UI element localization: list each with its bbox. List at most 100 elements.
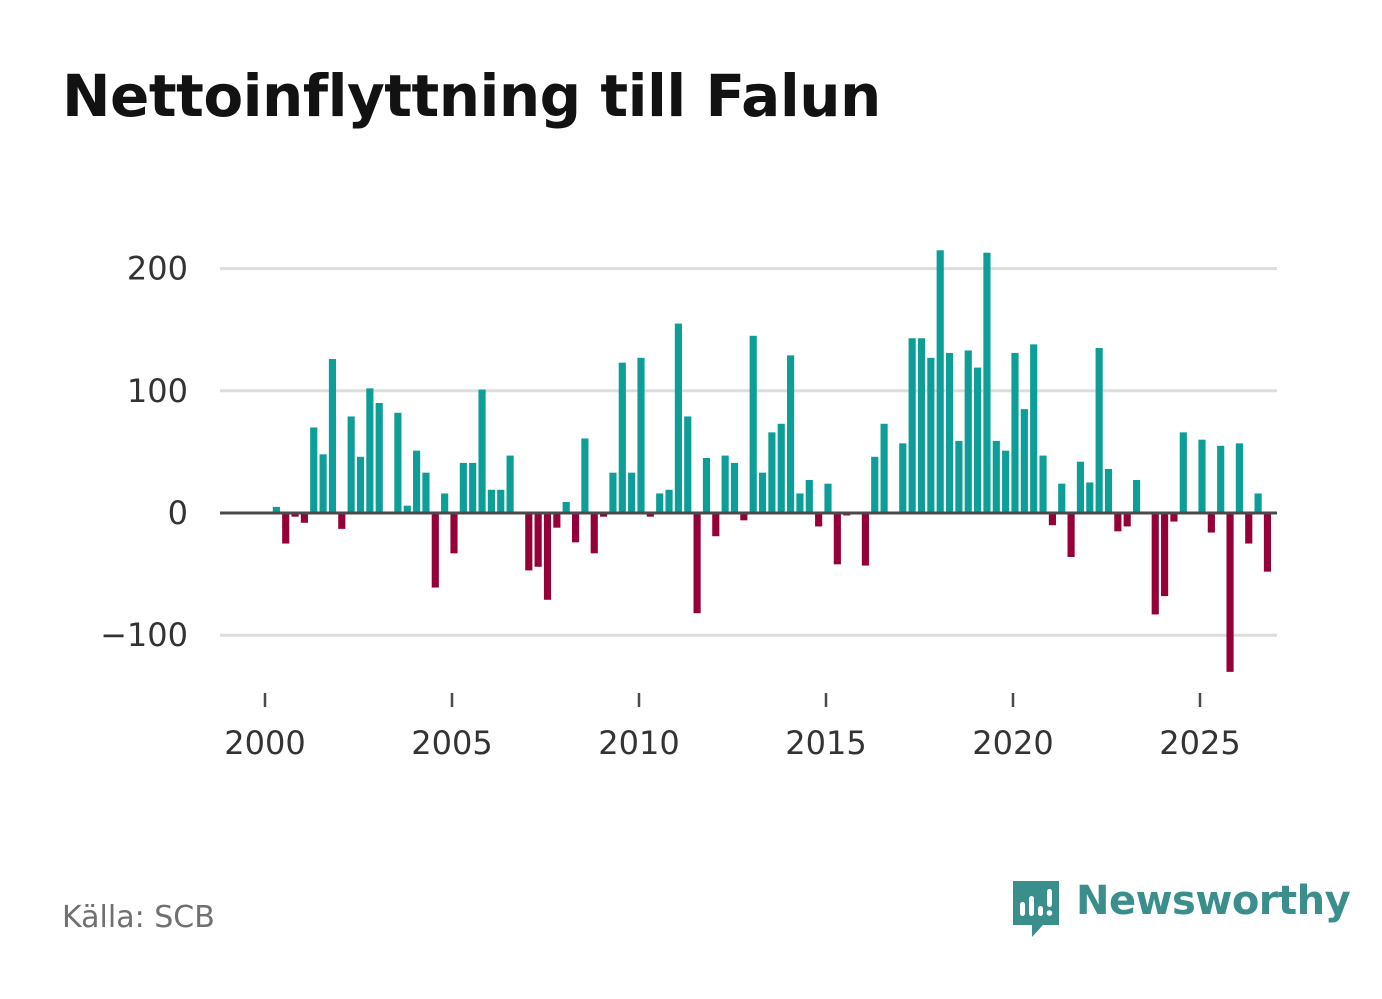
- bar: [777, 423, 785, 513]
- bar: [768, 432, 776, 513]
- bar: [1067, 513, 1075, 557]
- bar: [861, 513, 869, 566]
- bar: [628, 472, 636, 513]
- bar: [1002, 450, 1010, 513]
- bar: [749, 335, 757, 513]
- bar: [375, 403, 383, 513]
- bar: [871, 456, 879, 513]
- y-tick-label: −100: [100, 616, 188, 654]
- bar: [1198, 439, 1206, 513]
- bar: [740, 513, 748, 521]
- bar: [1123, 513, 1131, 527]
- bar: [730, 462, 739, 513]
- brand-name: Newsworthy: [1076, 878, 1351, 924]
- bar: [646, 513, 654, 517]
- bar: [450, 513, 458, 554]
- bar: [618, 362, 626, 513]
- bar: [1151, 513, 1159, 615]
- bar: [487, 489, 495, 513]
- bar: [291, 513, 299, 517]
- x-tick-label: 2005: [411, 724, 492, 762]
- bar: [319, 454, 327, 513]
- bar: [534, 513, 542, 567]
- x-tick-label: 2020: [972, 724, 1053, 762]
- bar: [1011, 352, 1019, 513]
- bar: [1217, 445, 1225, 513]
- bar: [1039, 455, 1047, 513]
- bar: [637, 357, 645, 513]
- bar: [656, 493, 664, 513]
- y-tick-label: 200: [127, 250, 188, 288]
- x-tick-label: 2025: [1159, 724, 1240, 762]
- axes: −100 0 100 200 2000 2005 2010 2015 2020 2025: [100, 250, 1241, 762]
- bar: [469, 462, 477, 513]
- bar: [1161, 513, 1169, 597]
- bar: [983, 252, 991, 513]
- x-tick-label: 2000: [224, 724, 305, 762]
- bar: [787, 355, 795, 513]
- bar: [684, 416, 692, 513]
- bar: [1263, 513, 1272, 572]
- bar: [1104, 469, 1113, 513]
- bar: [815, 513, 823, 527]
- bar: [394, 412, 402, 513]
- brand-logo: Newsworthy: [1010, 878, 1351, 942]
- bar: [1245, 513, 1253, 544]
- bar: [758, 472, 767, 513]
- bar: [674, 323, 682, 513]
- bar: [282, 513, 290, 544]
- bar: [310, 427, 318, 513]
- bar: [506, 455, 514, 513]
- bar: [1207, 513, 1215, 533]
- bar: [431, 513, 439, 588]
- bar: [693, 513, 701, 614]
- bar: [1020, 409, 1028, 513]
- bar: [562, 502, 570, 513]
- bar: [600, 513, 608, 517]
- bar: [1254, 493, 1262, 513]
- bar: [525, 513, 533, 571]
- bar: [422, 472, 430, 513]
- bar: [581, 438, 589, 513]
- bar: [974, 367, 982, 513]
- bar: [300, 513, 308, 523]
- bar: [1114, 513, 1122, 532]
- bar: [824, 483, 832, 513]
- bar: [964, 350, 972, 513]
- bar: [403, 505, 411, 513]
- y-tick-label: 100: [127, 372, 188, 410]
- bar: [796, 493, 804, 513]
- y-tick-label: 0: [168, 494, 188, 532]
- bar: [459, 462, 467, 513]
- bar: [805, 480, 813, 513]
- bar: [1132, 480, 1141, 513]
- bar: [908, 338, 916, 513]
- bar: [272, 506, 280, 513]
- bar: [721, 455, 729, 513]
- bar: [347, 416, 355, 513]
- bar: [1170, 513, 1178, 522]
- bar: [833, 513, 841, 565]
- bar: [590, 513, 598, 554]
- bar: [702, 458, 711, 513]
- bar: [356, 456, 365, 513]
- bar: [936, 250, 944, 513]
- bar: [1048, 513, 1056, 526]
- bar: [1086, 482, 1094, 513]
- bar: [543, 513, 552, 600]
- bar: [927, 357, 935, 513]
- bar: [497, 489, 505, 513]
- bar: [609, 472, 617, 513]
- bar: [441, 493, 449, 513]
- bar: [1058, 483, 1066, 513]
- bar: [917, 338, 926, 513]
- bar: [1179, 432, 1187, 513]
- bar: [1030, 344, 1038, 513]
- bar: [945, 352, 954, 513]
- bar: [955, 440, 963, 513]
- bar: [712, 513, 720, 537]
- bar: [413, 450, 421, 513]
- bars: [272, 250, 1272, 672]
- bar: [328, 359, 337, 513]
